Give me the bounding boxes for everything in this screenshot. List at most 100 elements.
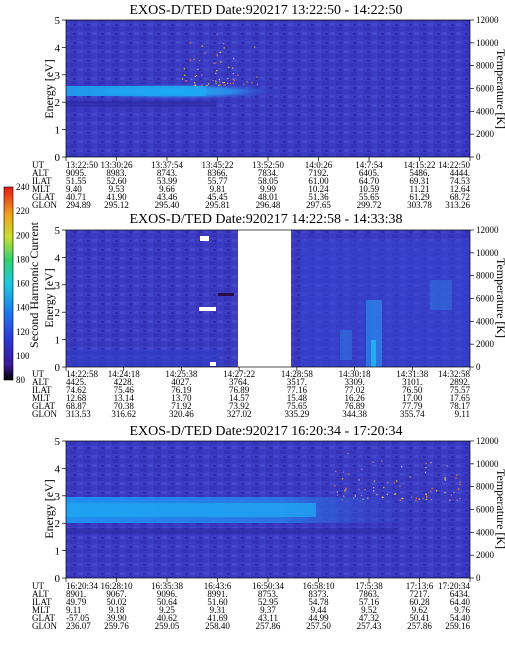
noise-dot [353,497,355,499]
ephemeris-value: 57.16 [359,597,380,607]
ephemeris-value: 258.40 [205,621,230,631]
noise-dot [254,46,256,48]
ephemeris-value: 13:22:50 [66,160,99,170]
y2-tick-label: 6000 [476,505,495,515]
noise-dot [373,490,375,492]
ephemeris-value: 52.60 [106,176,127,186]
ephemeris-value: 4228. [114,377,134,387]
colorbar-tick-label: 160 [16,279,30,289]
y-tick-label: 2 [55,97,61,109]
ephemeris-value: 16:35:38 [151,581,184,591]
ephemeris-value: 45.45 [207,192,228,202]
colorbar-tick-label: 80 [16,375,26,385]
ephemeris-value: 9.99 [260,184,276,194]
y-tick-label: 5 [55,225,61,237]
ephemeris-value: 9.76 [454,605,470,615]
ephemeris-value: 49.79 [66,597,87,607]
ephemeris-value: 41.90 [106,192,127,202]
ephemeris-value: 2892. [450,377,470,387]
noise-dot [256,76,258,78]
ephemeris-value: 7192. [308,168,328,178]
ephemeris-value: 9.66 [159,184,175,194]
noise-dot [444,479,446,481]
colorbar-tick-label: 120 [16,327,30,337]
noise-dot [246,81,248,83]
ephemeris-value: 9.52 [361,605,377,615]
y-tick-label: 4 [55,252,61,264]
noise-dot [215,62,217,64]
ephemeris-value: 3764. [229,377,249,387]
ephemeris-value: 48.01 [258,192,278,202]
y-tick-label: 3 [55,491,61,503]
ephemeris-value: 9.11 [455,409,470,419]
ephemeris-value: 16:58:10 [302,581,335,591]
ephemeris-value: 9.18 [109,605,125,615]
ephemeris-value: 14:32:58 [438,369,471,379]
noise-dot [444,491,446,493]
noise-dot [367,497,369,499]
ephemeris-value: 8753. [258,589,278,599]
y2-tick-label: 0 [476,362,481,372]
colorbar-ticks: 80 100 120 140 160 180 200 220 240 [16,182,30,385]
ephemeris-value: 9095. [66,168,86,178]
noise-dot [373,487,375,489]
noise-dot [395,493,397,495]
y2-tick-label: 12000 [476,225,499,235]
ephemeris-row-label: ILAT [32,176,52,186]
noise-dot [215,80,217,82]
noise-dot [218,79,220,81]
ephemeris-value: 14:30:18 [339,369,372,379]
ephemeris-value: 14:7:54 [355,160,383,170]
noise-dot [213,62,215,64]
ephemeris-value: 4425. [66,377,86,387]
noise-dot [424,471,427,473]
noise-dot [444,477,446,479]
noise-dot [456,499,458,501]
colorbar-tick-label: 140 [16,303,30,313]
panel-2-y2label: Temperature [K] [494,258,505,338]
colorbar: 80 100 120 140 160 180 200 220 240 Second Harmon… [3,182,41,385]
ephemeris-value: 14:31:38 [396,369,429,379]
noise-dot [341,478,344,480]
noise-dot [190,79,193,81]
noise-dot [223,82,225,84]
ephemeris-value: 40.62 [157,613,177,623]
noise-dot [411,496,413,498]
ephemeris-value: 295.12 [104,200,129,210]
ephemeris-value: 6405. [359,168,379,178]
noise-dot [455,477,457,479]
panel-1-ion-band-core [66,86,206,96]
noise-dot [233,79,235,81]
ephemeris-row-label: GLAT [32,401,55,411]
panel-1-y2label: Temperature [K] [494,49,505,129]
noise-dot [183,68,185,70]
ephemeris-value: 17:5:38 [355,581,383,591]
ephemeris-value: 76.89 [229,385,250,395]
ephemeris-value: 13:37:54 [151,160,184,170]
noise-dot [431,487,433,490]
noise-dot [201,84,203,86]
noise-dot [216,54,218,56]
colorbar-label: Second Harmonic Current [27,221,41,348]
ephemeris-value: 14:0:26 [305,160,333,170]
ephemeris-value: 3517. [287,377,307,387]
noise-dot [393,482,396,484]
ephemeris-value: 303.78 [407,200,432,210]
noise-dot [223,47,225,49]
y2-tick-label: 10000 [476,459,499,469]
ephemeris-value: 9.31 [210,605,226,615]
ephemeris-value: 54.78 [308,597,329,607]
ephemeris-value: 53.99 [157,176,178,186]
noise-dot [430,498,432,501]
noise-dot [401,497,403,499]
noise-dot [215,82,217,84]
ephemeris-value: 4444. [450,168,470,178]
noise-dot [335,470,337,472]
ephemeris-value: 259.16 [445,621,470,631]
noise-dot [418,498,420,500]
ephemeris-value: 77.02 [344,385,364,395]
panel-1-title: EXOS-D/TED Date:920217 13:22:50 - 14:22:… [130,3,403,18]
y-tick-label: 2 [55,307,61,319]
noise-dot [201,45,203,47]
